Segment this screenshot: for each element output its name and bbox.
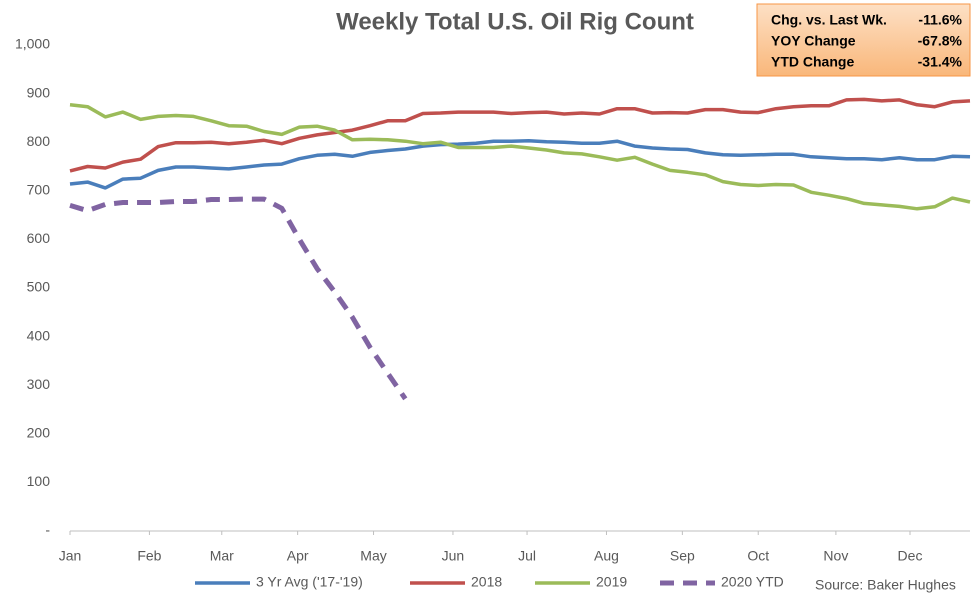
legend-item: 2020 YTD <box>660 574 784 590</box>
y-tick-label: 700 <box>27 182 51 198</box>
y-tick-label: 800 <box>27 133 51 149</box>
x-tick-label: Sep <box>670 548 695 564</box>
summary-background <box>756 3 971 77</box>
legend-label: 3 Yr Avg ('17-'19) <box>256 574 363 590</box>
series-line <box>69 196 408 401</box>
y-tick-label: 1,000 <box>15 36 50 52</box>
legend-item: 2019 <box>535 574 627 590</box>
summary-value: -31.4% <box>918 54 963 70</box>
summary-box: Chg. vs. Last Wk. -11.6% YOY Change -67.8% Y… <box>756 3 971 77</box>
y-tick-label: 600 <box>27 230 51 246</box>
x-tick-label: Jul <box>518 548 536 564</box>
legend-label: 2018 <box>471 574 502 590</box>
y-tick-label: 500 <box>27 279 51 295</box>
x-tick-label: Mar <box>210 548 234 564</box>
legend-item: 2018 <box>410 574 502 590</box>
source: Source: Baker Hughes <box>815 577 956 593</box>
x-tick-label: Jan <box>59 548 82 564</box>
y-tick-label: - <box>45 522 50 538</box>
y-tick-label: 400 <box>27 327 51 343</box>
legend-label: 2019 <box>596 574 627 590</box>
summary-label: YTD Change <box>771 54 854 70</box>
x-tick-label: Jun <box>442 548 465 564</box>
summary-label: YOY Change <box>771 33 856 49</box>
x-tick-label: Apr <box>287 548 309 564</box>
summary-value: -67.8% <box>918 33 963 49</box>
x-tick-label: Dec <box>898 548 923 564</box>
y-tick-label: 300 <box>27 376 51 392</box>
legend-item: 3 Yr Avg ('17-'19) <box>195 574 363 590</box>
x-tick-label: May <box>360 548 386 564</box>
y-tick-label: 100 <box>27 473 51 489</box>
summary-value: -11.6% <box>918 12 962 28</box>
y-tick-label: 200 <box>27 425 51 441</box>
y-tick-label: 900 <box>27 84 51 100</box>
x-tick-label: Aug <box>594 548 619 564</box>
series-line <box>69 103 971 211</box>
x-tick-label: Feb <box>137 548 161 564</box>
x-tick-label: Oct <box>747 548 769 564</box>
x-tick-label: Nov <box>823 548 848 564</box>
series-line <box>69 138 971 190</box>
legend-label: 2020 YTD <box>721 574 784 590</box>
chart-title: Weekly Total U.S. Oil Rig Count <box>336 8 694 35</box>
summary-label: Chg. vs. Last Wk. <box>771 12 887 28</box>
series-line <box>69 97 971 173</box>
